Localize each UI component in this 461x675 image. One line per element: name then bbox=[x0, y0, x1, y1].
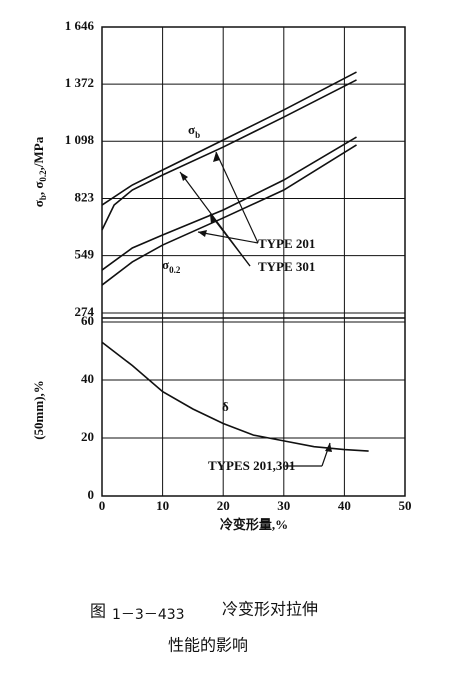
annotation: δ bbox=[222, 399, 229, 414]
y-tick-label: 40 bbox=[81, 371, 94, 386]
curve bbox=[101, 79, 357, 231]
x-tick-label: 10 bbox=[156, 498, 169, 513]
y-tick-label: 60 bbox=[81, 313, 94, 328]
x-tick-label: 30 bbox=[277, 498, 290, 513]
annotation: TYPE 201 bbox=[258, 236, 315, 251]
x-tick-label: 20 bbox=[217, 498, 230, 513]
annotation: σ0.2 bbox=[162, 257, 181, 275]
y-axis-label-part: , σ bbox=[31, 182, 46, 196]
annotation: σb bbox=[188, 122, 200, 140]
curve bbox=[101, 144, 357, 286]
x-tick-label: 50 bbox=[399, 498, 412, 513]
annotation-part: b bbox=[195, 130, 200, 140]
plot-frame bbox=[101, 26, 406, 497]
y-tick-label: 823 bbox=[75, 190, 95, 205]
y-tick-label: 1 646 bbox=[65, 18, 95, 33]
y-axis-label-part: b bbox=[38, 195, 48, 200]
arrows bbox=[179, 151, 331, 467]
annotation-part: σ bbox=[162, 257, 169, 272]
curve bbox=[101, 341, 369, 452]
caption-number: 1－3－433 bbox=[112, 607, 185, 623]
y-axis-label: (50mm),% bbox=[31, 380, 46, 440]
annotation: TYPES 201,301 bbox=[208, 458, 295, 473]
curve bbox=[101, 71, 357, 206]
y-tick-label: 1 372 bbox=[65, 75, 94, 90]
caption-prefix: 图 bbox=[90, 602, 106, 621]
x-tick-label: 40 bbox=[338, 498, 351, 513]
y-axis-label-part: 0.2 bbox=[38, 170, 48, 182]
annotation-part: δ bbox=[222, 399, 229, 414]
annotation-part: TYPE 301 bbox=[258, 259, 315, 274]
y-axis-label: σb, σ0.2,/MPa bbox=[31, 136, 48, 207]
annotation-part: 0.2 bbox=[169, 265, 181, 275]
y-axis-label-part: ,/MPa bbox=[31, 136, 46, 170]
x-tick-label: 0 bbox=[99, 498, 106, 513]
x-axis-label: 冷变形量,% bbox=[220, 517, 288, 532]
caption-line2: 性能的影响 bbox=[168, 636, 248, 655]
y-tick-label: 274 bbox=[75, 304, 95, 319]
y-tick-label: 20 bbox=[81, 429, 94, 444]
caption-line1: 冷变形对拉伸 bbox=[222, 600, 318, 619]
annotation-part: TYPES 201,301 bbox=[208, 458, 295, 473]
annotation-part: σ bbox=[188, 122, 195, 137]
y-tick-label: 549 bbox=[75, 247, 95, 262]
annotation: TYPE 301 bbox=[258, 259, 315, 274]
curve bbox=[101, 136, 357, 271]
arrowheads bbox=[180, 152, 332, 452]
annotation-part: TYPE 201 bbox=[258, 236, 315, 251]
y-tick-label: 1 098 bbox=[65, 132, 95, 147]
y-tick-label: 0 bbox=[88, 487, 95, 502]
y-axis-label-part: σ bbox=[31, 200, 46, 207]
